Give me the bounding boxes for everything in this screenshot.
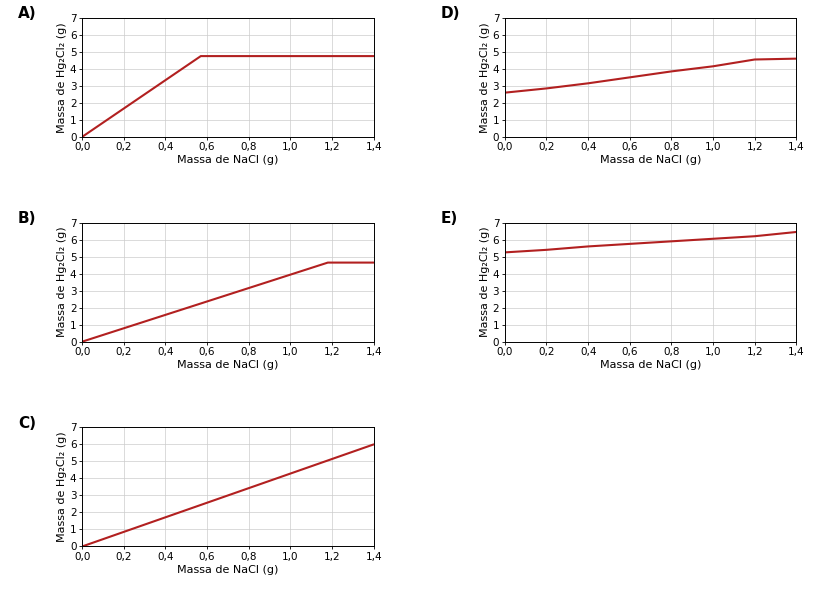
X-axis label: Massa de NaCl (g): Massa de NaCl (g) [177, 565, 278, 575]
Text: B): B) [18, 211, 36, 226]
Y-axis label: Massa de Hg₂Cl₂ (g): Massa de Hg₂Cl₂ (g) [57, 22, 67, 132]
Text: D): D) [441, 6, 461, 21]
Y-axis label: Massa de Hg₂Cl₂ (g): Massa de Hg₂Cl₂ (g) [479, 22, 490, 132]
X-axis label: Massa de NaCl (g): Massa de NaCl (g) [600, 155, 701, 165]
Text: C): C) [18, 416, 36, 431]
Y-axis label: Massa de Hg₂Cl₂ (g): Massa de Hg₂Cl₂ (g) [479, 227, 490, 337]
Y-axis label: Massa de Hg₂Cl₂ (g): Massa de Hg₂Cl₂ (g) [57, 432, 67, 542]
X-axis label: Massa de NaCl (g): Massa de NaCl (g) [177, 360, 278, 370]
X-axis label: Massa de NaCl (g): Massa de NaCl (g) [600, 360, 701, 370]
Y-axis label: Massa de Hg₂Cl₂ (g): Massa de Hg₂Cl₂ (g) [57, 227, 67, 337]
X-axis label: Massa de NaCl (g): Massa de NaCl (g) [177, 155, 278, 165]
Text: E): E) [441, 211, 458, 226]
Text: A): A) [18, 6, 37, 21]
